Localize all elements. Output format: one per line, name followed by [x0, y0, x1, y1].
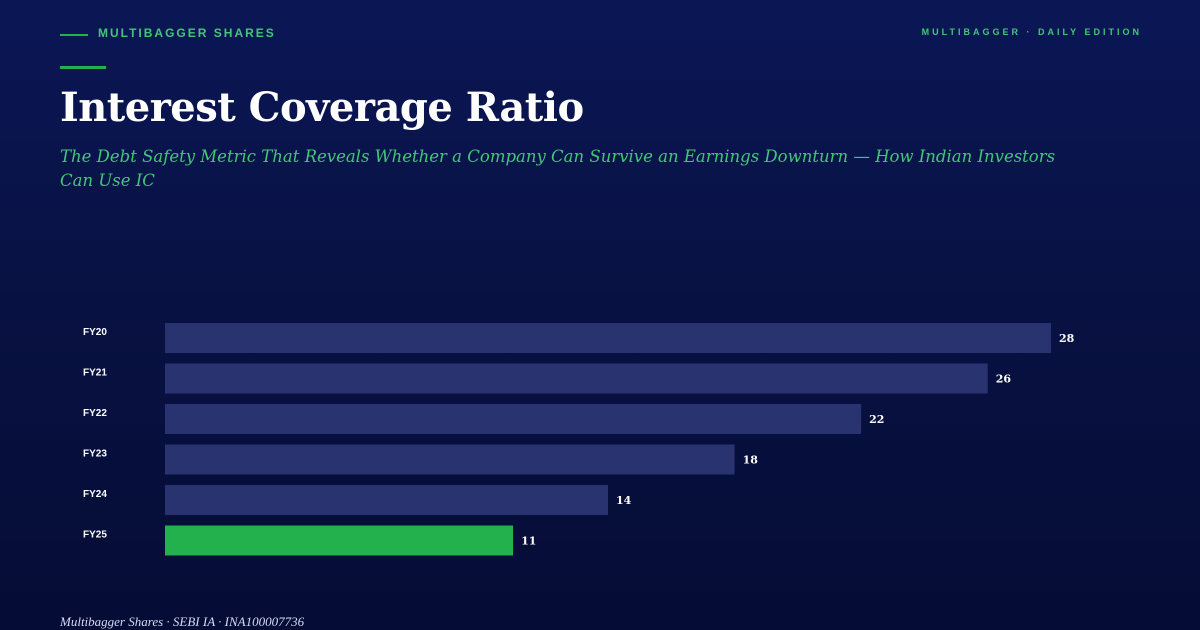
bar-value-label: 11: [521, 535, 536, 548]
bar-value-label: 28: [1059, 332, 1075, 345]
category-label: FY25: [83, 530, 107, 541]
bar: [165, 363, 988, 394]
category-label: FY23: [83, 449, 107, 460]
page-title: Interest Coverage Ratio: [60, 84, 584, 131]
bar: [165, 404, 862, 434]
bar-value-label: 26: [996, 373, 1012, 386]
bar: [165, 485, 608, 515]
bar: [165, 323, 1051, 353]
category-label: FY20: [83, 327, 107, 338]
footer-credit: Multibagger Shares · SEBI IA · INA100007…: [60, 614, 305, 629]
category-label: FY21: [83, 368, 107, 379]
brand-accent-line: [60, 34, 88, 36]
bar-value-label: 14: [616, 494, 632, 507]
title-accent-rule: [60, 66, 106, 69]
brand-name: MULTIBAGGER SHARES: [98, 26, 276, 40]
bar-value-label: 18: [743, 454, 759, 467]
bar-value-label: 22: [869, 413, 884, 426]
edition-label: MULTIBAGGER · DAILY EDITION: [921, 27, 1142, 37]
page-subtitle: The Debt Safety Metric That Reveals Whet…: [60, 147, 1056, 190]
category-label: FY24: [83, 489, 107, 500]
bar: [165, 444, 735, 475]
category-label: FY22: [83, 408, 107, 419]
bar-highlight: [165, 525, 514, 556]
